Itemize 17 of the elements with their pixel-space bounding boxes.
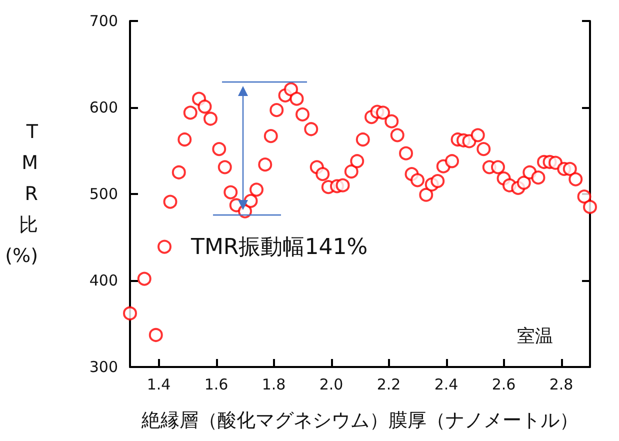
x-tick-label: 2.0 bbox=[319, 376, 344, 394]
x-tick-label: 2.4 bbox=[434, 376, 458, 394]
annotation: 室温 bbox=[517, 325, 553, 348]
x-tick-label: 1.6 bbox=[204, 376, 228, 394]
x-tick-label: 1.8 bbox=[262, 376, 286, 394]
x-tick-label: 2.6 bbox=[492, 376, 516, 394]
x-axis-title: 絶縁層（酸化マグネシウム）膜厚（ナノメートル） bbox=[140, 410, 578, 432]
x-tick-label: 2.8 bbox=[549, 376, 574, 394]
y-tick-label: 500 bbox=[89, 185, 118, 203]
y-tick-label: 700 bbox=[89, 12, 118, 30]
y-tick-label: 400 bbox=[89, 272, 118, 290]
x-tick-label: 1.4 bbox=[146, 376, 171, 394]
y-tick-label: 300 bbox=[89, 358, 118, 376]
annotation: TMR振動幅141% bbox=[191, 234, 368, 262]
y-tick-label: 600 bbox=[89, 98, 118, 116]
y-axis-title: TMR比(%) bbox=[5, 121, 38, 267]
x-tick-label: 2.2 bbox=[376, 376, 401, 394]
